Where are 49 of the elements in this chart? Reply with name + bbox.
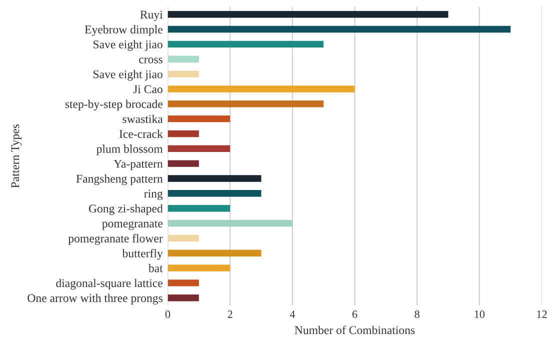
x-tick-label: 4 (290, 310, 296, 318)
y-tick-label: step-by-step brocade (65, 100, 162, 111)
x-tick-label: 0 (165, 310, 170, 318)
y-tick-label: pomegranate flower (68, 234, 163, 245)
y-tick-label: butterfly (122, 248, 163, 260)
y-tick-label: Fangsheng pattern (76, 174, 163, 186)
y-tick-label: Save eight jiao (94, 70, 162, 81)
bar (168, 190, 262, 197)
y-tick-label: Gong zi-shaped (88, 204, 163, 215)
y-axis-title: Pattern Types (11, 124, 22, 188)
x-tick-label: 2 (228, 310, 232, 318)
bar (168, 250, 262, 256)
y-tick-label: Eyebrow dimple (84, 25, 162, 36)
bar (168, 160, 199, 167)
x-tick-label: 6 (352, 310, 358, 318)
bar (168, 234, 199, 242)
bar (168, 220, 292, 227)
y-tick-label: Ya-pattern (114, 160, 163, 170)
bar (168, 294, 199, 302)
bar (168, 11, 448, 18)
bar (168, 204, 230, 212)
y-tick-label: Ice-crack (119, 130, 163, 138)
x-tick-label: 12 (537, 310, 547, 318)
y-tick-label: pomegranate (102, 220, 162, 230)
bar (168, 100, 324, 108)
x-tick-label: 8 (414, 310, 420, 318)
x-tick-label: 10 (474, 310, 485, 318)
bar (168, 26, 511, 33)
bar (168, 280, 199, 286)
y-tick-label: swastika (122, 114, 163, 124)
bar (168, 175, 262, 182)
y-tick-label: Save eight jiao (94, 40, 162, 51)
y-tick-label: ring (144, 190, 163, 200)
bar (168, 264, 230, 272)
bar (168, 70, 199, 78)
x-axis-title: Number of Combinations (294, 326, 415, 334)
bar (168, 145, 230, 152)
y-tick-label: One arrow with three prongs (28, 294, 162, 305)
bar (168, 115, 230, 122)
bar (168, 56, 199, 62)
y-tick-label: cross (139, 58, 162, 64)
bar (168, 40, 324, 48)
bar (168, 86, 355, 92)
y-tick-label: Ji Cao (133, 85, 162, 94)
bar (168, 130, 199, 138)
y-tick-label: bat (148, 264, 163, 272)
y-tick-label: plum blossom (96, 144, 163, 156)
y-tick-label: Ruyi (140, 10, 163, 21)
y-tick-label: diagonal-square lattice (56, 278, 162, 290)
